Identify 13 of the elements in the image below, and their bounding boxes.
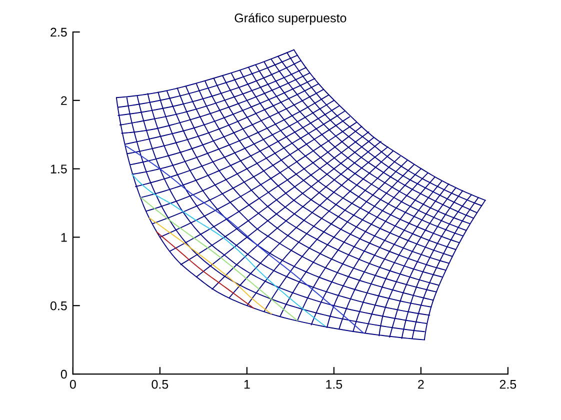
y-tick-label: 2: [61, 96, 67, 105]
y-tick-label: 1.5: [50, 164, 67, 174]
y-tick-label: 0.5: [50, 301, 67, 310]
x-tick-label: 2.5: [500, 380, 516, 389]
y-tick-label: 0: [60, 370, 67, 379]
x-tick-label: 0: [70, 380, 76, 389]
x-tick-label: 2: [418, 380, 424, 389]
chart-title: Gráfico superpuesto: [234, 13, 346, 25]
x-tick-label: 1.5: [326, 380, 342, 389]
y-tick-label: 1: [61, 233, 67, 242]
x-tick-label: 1: [244, 380, 250, 389]
x-tick-label: 0.5: [152, 380, 168, 389]
y-tick-label: 2.5: [50, 28, 67, 37]
